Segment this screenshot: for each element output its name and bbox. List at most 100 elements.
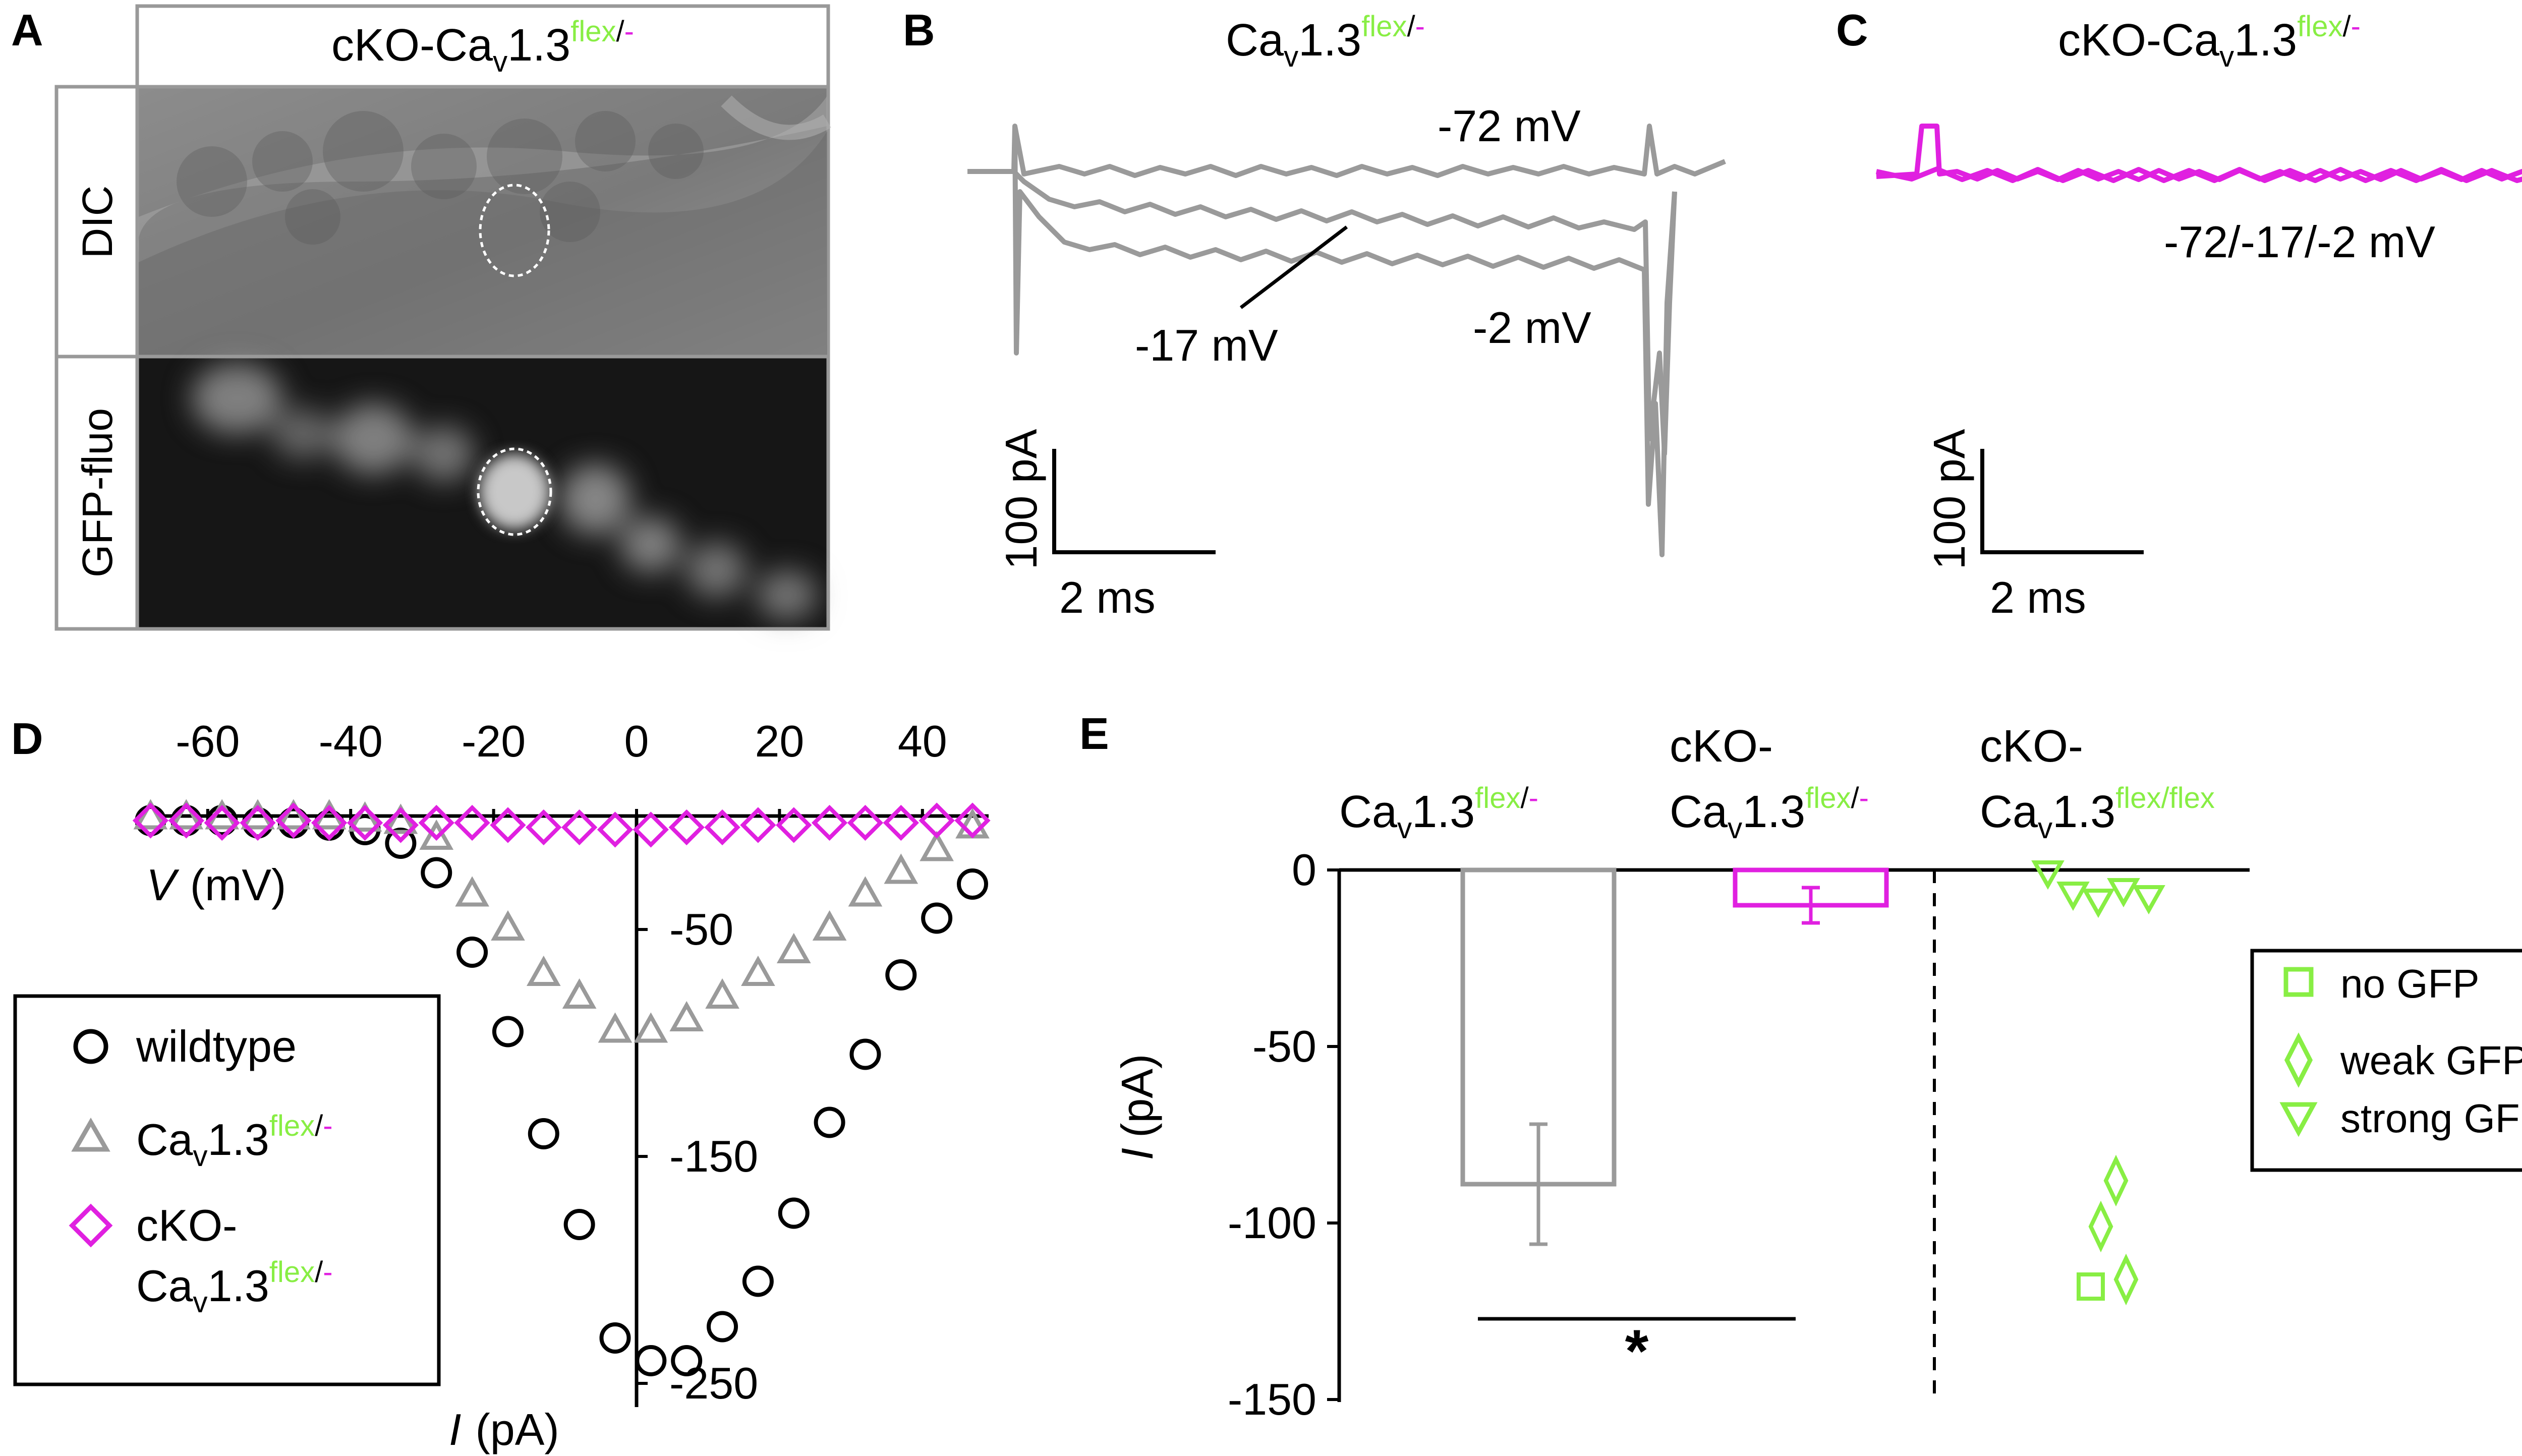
d-point-wildtype	[563, 1209, 595, 1240]
legend-marker-cko	[69, 1203, 113, 1248]
e-point-strong-gfp	[2056, 882, 2090, 911]
d-point-wildtype	[885, 959, 917, 991]
header-label: cKO-Cav1.3flex/-	[331, 15, 634, 78]
d-point-wildtype	[528, 1118, 559, 1149]
d-point-cko	[490, 807, 526, 843]
d-point-cko	[633, 811, 669, 848]
e-y-tick-label: -100	[1228, 1198, 1316, 1248]
e-point-weak-gfp	[2088, 1200, 2113, 1253]
trace-b-minus72	[967, 124, 1726, 178]
d-point-flex	[562, 978, 597, 1009]
e-y-ticks: 0 -50 -100 -150	[1228, 845, 1339, 1424]
panel-c-title: cKO-Cav1.3flex/-	[2058, 10, 2361, 73]
d-point-wildtype	[849, 1038, 881, 1070]
scale-bar-b: 100 pA 2 ms	[996, 429, 1216, 622]
d-legend: wildtype Cav1.3flex/- cKO- Cav1.3flex/-	[13, 994, 441, 1386]
d-point-cko	[597, 811, 634, 848]
legend-label-flex: Cav1.3flex/-	[136, 1110, 333, 1173]
d-point-flex	[419, 819, 454, 850]
legend-label-cko-line1: cKO-	[136, 1200, 237, 1250]
panel-label-d: D	[11, 714, 43, 764]
d-point-cko	[240, 804, 276, 841]
e-point-weak-gfp	[2113, 1253, 2139, 1306]
d-point-flex	[705, 978, 739, 1009]
d-y-tick-label: -50	[669, 904, 733, 954]
scale-bar-c: 100 pA 2 ms	[1924, 429, 2144, 622]
d-point-cko	[740, 807, 776, 843]
d-point-wildtype	[456, 937, 488, 968]
legend-marker-weak-gfp	[2284, 1032, 2313, 1088]
d-x-tick-label: -40	[319, 716, 383, 766]
e-points	[2031, 860, 2165, 1306]
scale-x-label-b: 2 ms	[1059, 572, 1156, 622]
d-point-cko	[811, 804, 848, 841]
dic-cell-outline	[479, 184, 550, 277]
e-category-label-2-line1: cKO-	[1980, 721, 2083, 772]
e-point-weak-gfp	[2103, 1154, 2129, 1207]
d-point-wildtype	[707, 1311, 738, 1343]
d-point-flex	[348, 801, 382, 832]
d-point-wildtype	[814, 1106, 845, 1138]
e-y-axis-label: I(pA)	[1112, 1054, 1162, 1160]
d-point-cko	[954, 802, 991, 839]
d-point-cko	[526, 809, 562, 846]
panel-b-title: Cav1.3flex/-	[1226, 10, 1425, 73]
d-point-wildtype	[742, 1265, 774, 1297]
d-point-flex	[884, 853, 919, 884]
e-point-strong-gfp	[2082, 889, 2115, 918]
d-x-tick-label: 40	[898, 716, 947, 766]
pointer-line-b	[1239, 225, 1348, 309]
traces-c	[1875, 124, 2522, 183]
label-minus72: -72 mV	[1438, 101, 1581, 151]
row-label-gfp: GFP-fluo	[74, 408, 121, 577]
panel-label-c: C	[1836, 5, 1868, 55]
d-point-cko	[919, 802, 955, 839]
label-minus2: -2 mV	[1473, 303, 1591, 353]
dic-image	[135, 85, 831, 359]
panel-b: Cav1.3flex/- -72 mV -17 mV -2 mV 100 pA …	[967, 10, 1726, 622]
legend-marker-strong-gfp	[2279, 1102, 2318, 1137]
d-point-flex	[776, 933, 811, 963]
scale-y-label-b: 100 pA	[996, 429, 1046, 569]
d-series	[132, 799, 991, 1376]
d-point-cko	[668, 809, 705, 846]
d-x-axis-label: V (mV)	[146, 860, 286, 910]
d-point-wildtype	[421, 857, 452, 889]
e-category-label-0: Cav1.3flex/-	[1339, 782, 1538, 845]
d-point-cko	[454, 804, 490, 841]
scale-y-label-c: 100 pA	[1924, 429, 1974, 569]
d-point-flex	[812, 910, 847, 941]
d-point-cko	[132, 802, 169, 839]
d-point-flex	[133, 799, 168, 830]
d-x-tick-label: 0	[624, 716, 649, 766]
legend-marker-flex	[71, 1117, 110, 1152]
e-point-strong-gfp	[2132, 885, 2165, 915]
e-significance-star: *	[1625, 1317, 1649, 1385]
e-category-label-2-line2: Cav1.3flex/flex	[1980, 782, 2215, 845]
panel-label-b: B	[903, 5, 935, 55]
d-point-cko	[883, 804, 919, 841]
gfp-cell-outline	[477, 447, 552, 536]
traces-b	[967, 124, 1726, 557]
d-point-cko	[347, 804, 383, 841]
d-point-cko	[311, 804, 348, 841]
d-x-tick-label: 20	[755, 716, 804, 766]
trace-b-minus17	[1012, 169, 1677, 456]
d-point-wildtype	[635, 1345, 667, 1376]
legend-marker-wildtype	[73, 1029, 108, 1064]
e-point-no-gfp	[2077, 1272, 2105, 1301]
e-category-label-1-line2: Cav1.3flex/-	[1670, 782, 1869, 845]
d-point-flex	[669, 1001, 704, 1031]
legend-marker-no-gfp	[2283, 967, 2314, 997]
e-y-tick-label: -150	[1228, 1374, 1316, 1424]
legend-label-strong-gfp: strong GFP	[2340, 1096, 2522, 1141]
d-point-cko	[561, 809, 598, 846]
d-point-flex	[169, 799, 204, 830]
d-point-cko	[776, 807, 812, 843]
legend-label-no-gfp: no GFP	[2340, 961, 2480, 1006]
e-category-label-1-line1: cKO-	[1670, 721, 1773, 772]
d-point-cko	[704, 809, 740, 846]
d-point-wildtype	[956, 868, 988, 900]
row-label-dic: DIC	[74, 186, 121, 259]
